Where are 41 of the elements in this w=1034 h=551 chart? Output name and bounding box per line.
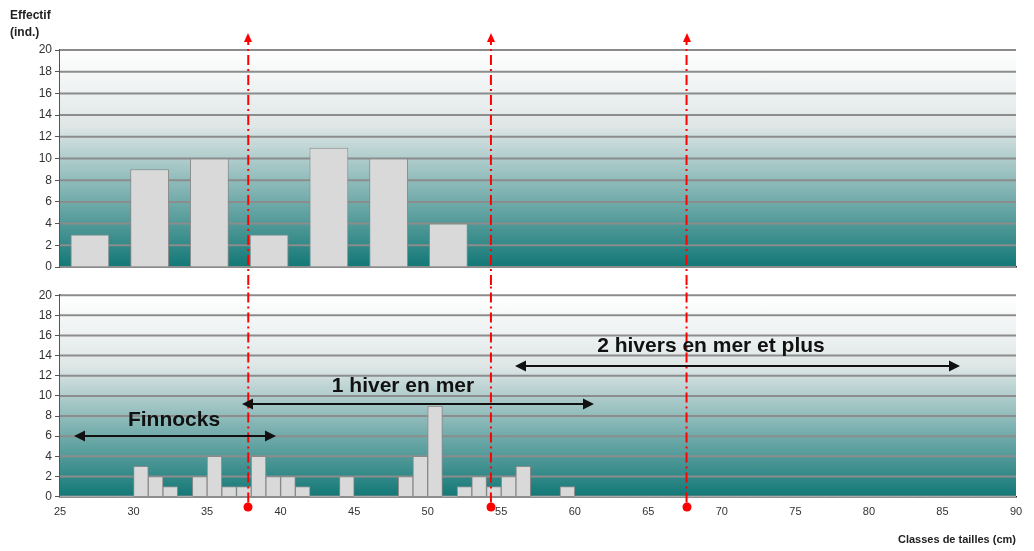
x-tick-label: 90 bbox=[1009, 505, 1023, 518]
x-tick-label: 40 bbox=[274, 505, 287, 518]
y-tick-label: 16 bbox=[38, 85, 53, 100]
y-tick-label: 18 bbox=[38, 307, 53, 322]
x-tick-label: 55 bbox=[495, 505, 508, 518]
x-tick-label: 60 bbox=[568, 505, 581, 518]
x-tick-label: 80 bbox=[862, 505, 876, 518]
y-tick-label: 20 bbox=[38, 287, 53, 302]
y-tick-label: 12 bbox=[38, 129, 53, 144]
y-tick-label: 18 bbox=[38, 64, 53, 79]
x-tick-label: 75 bbox=[789, 505, 802, 518]
y-tick-label: 14 bbox=[38, 347, 53, 362]
y-tick-label: 2 bbox=[45, 237, 53, 252]
y-tick-label: 6 bbox=[45, 428, 53, 443]
x-tick-label: 30 bbox=[127, 505, 140, 518]
x-tick-label: 65 bbox=[642, 505, 655, 518]
annotation: 2 hivers en mer et plus bbox=[597, 333, 825, 357]
y-tick-label: 10 bbox=[38, 388, 53, 403]
annotation: 1 hiver en mer bbox=[331, 373, 475, 397]
y-tick-label: 20 bbox=[38, 42, 53, 57]
y-tick-label: 14 bbox=[38, 107, 53, 122]
y-axis-title: Effectif (ind.) bbox=[10, 8, 52, 40]
y-tick-label: 4 bbox=[45, 215, 53, 230]
x-tick-label: 50 bbox=[421, 505, 434, 518]
x-tick-label: 35 bbox=[200, 505, 214, 518]
x-tick-label: 25 bbox=[53, 505, 67, 518]
y-tick-label: 12 bbox=[38, 368, 53, 383]
y-tick-label: 16 bbox=[38, 327, 53, 342]
x-tick-label: 45 bbox=[348, 505, 361, 518]
y-tick-label: 8 bbox=[45, 408, 53, 423]
x-tick-label: 70 bbox=[715, 505, 728, 518]
y-tick-label: 2 bbox=[45, 468, 53, 483]
x-tick-label: 85 bbox=[936, 505, 949, 518]
y-tick-label: 0 bbox=[45, 259, 53, 274]
y-tick-label: 0 bbox=[45, 488, 53, 503]
y-tick-label: 8 bbox=[45, 172, 53, 187]
y-tick-label: 10 bbox=[38, 150, 53, 165]
y-tick-label: 6 bbox=[45, 194, 53, 209]
x-axis-title: Classes de tailles (cm) bbox=[897, 533, 1017, 546]
annotation: Finnocks bbox=[127, 407, 221, 431]
y-tick-label: 4 bbox=[45, 448, 53, 463]
